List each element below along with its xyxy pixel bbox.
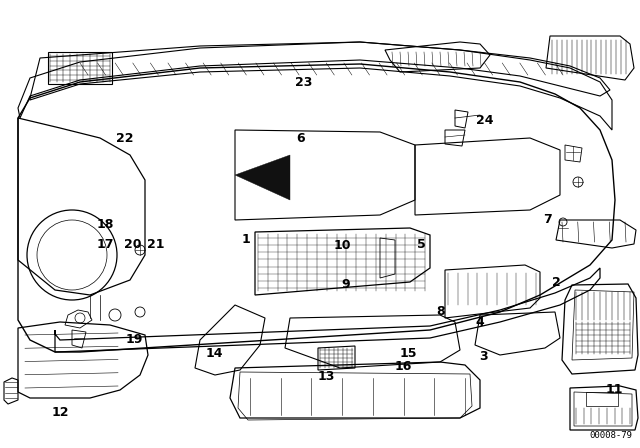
Text: 24: 24 <box>476 114 493 128</box>
Text: 16: 16 <box>394 360 412 373</box>
Text: 1: 1 <box>242 233 251 246</box>
Text: 11: 11 <box>605 383 623 396</box>
Polygon shape <box>235 155 290 200</box>
Text: 2: 2 <box>552 276 561 289</box>
Text: 6: 6 <box>296 132 305 146</box>
Text: 5: 5 <box>417 237 426 251</box>
Text: 3: 3 <box>479 349 488 363</box>
Text: 8: 8 <box>436 305 445 318</box>
Text: 23: 23 <box>295 76 313 90</box>
Text: 9: 9 <box>341 278 350 291</box>
Text: 21: 21 <box>147 237 164 251</box>
Text: 15: 15 <box>399 346 417 360</box>
Text: 10: 10 <box>333 239 351 252</box>
Text: 4: 4 <box>476 316 484 329</box>
Text: 7: 7 <box>543 213 552 226</box>
Text: 20: 20 <box>124 237 142 251</box>
Text: 12: 12 <box>52 405 70 419</box>
Text: 19: 19 <box>125 333 143 346</box>
Text: 22: 22 <box>116 132 134 146</box>
Text: 00008-79: 00008-79 <box>589 431 632 440</box>
Text: 13: 13 <box>317 370 335 383</box>
Text: 14: 14 <box>205 347 223 361</box>
Text: 18: 18 <box>97 217 115 231</box>
Text: 17: 17 <box>97 237 115 251</box>
